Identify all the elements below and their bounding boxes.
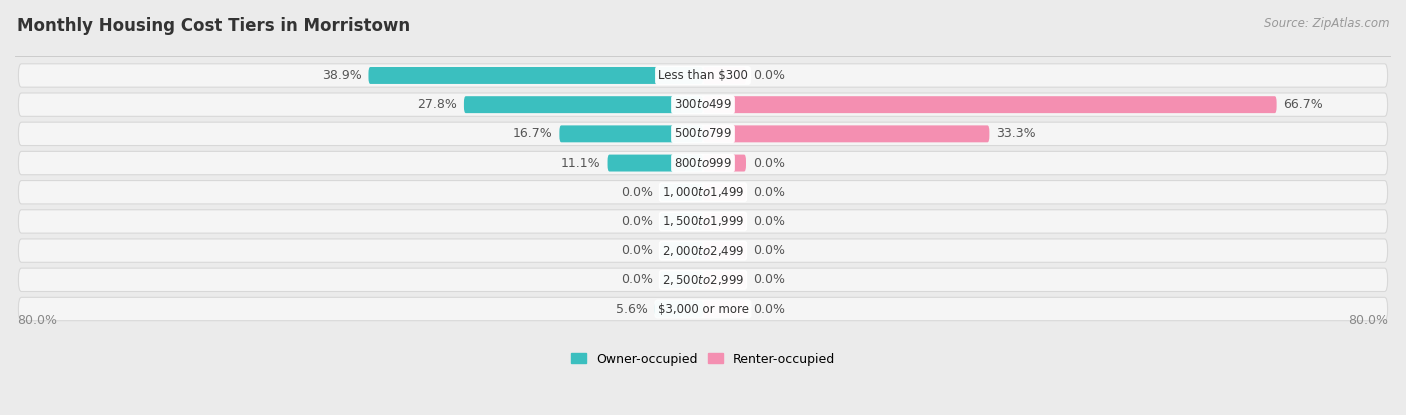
FancyBboxPatch shape bbox=[703, 125, 990, 142]
Text: $3,000 or more: $3,000 or more bbox=[658, 303, 748, 315]
Text: 0.0%: 0.0% bbox=[752, 215, 785, 228]
Text: 0.0%: 0.0% bbox=[621, 186, 654, 199]
Text: 27.8%: 27.8% bbox=[418, 98, 457, 111]
FancyBboxPatch shape bbox=[18, 122, 1388, 146]
Text: 0.0%: 0.0% bbox=[752, 303, 785, 315]
FancyBboxPatch shape bbox=[703, 184, 747, 201]
Text: 5.6%: 5.6% bbox=[616, 303, 648, 315]
FancyBboxPatch shape bbox=[18, 93, 1388, 116]
Text: $1,000 to $1,499: $1,000 to $1,499 bbox=[662, 185, 744, 199]
Text: 0.0%: 0.0% bbox=[621, 215, 654, 228]
Text: Less than $300: Less than $300 bbox=[658, 69, 748, 82]
Text: Monthly Housing Cost Tiers in Morristown: Monthly Housing Cost Tiers in Morristown bbox=[17, 17, 411, 34]
FancyBboxPatch shape bbox=[659, 213, 703, 230]
FancyBboxPatch shape bbox=[464, 96, 703, 113]
Text: $2,000 to $2,499: $2,000 to $2,499 bbox=[662, 244, 744, 258]
FancyBboxPatch shape bbox=[703, 213, 747, 230]
Text: 0.0%: 0.0% bbox=[621, 273, 654, 286]
Text: 80.0%: 80.0% bbox=[1348, 314, 1388, 327]
Text: 11.1%: 11.1% bbox=[561, 156, 600, 170]
Text: $800 to $999: $800 to $999 bbox=[673, 156, 733, 170]
FancyBboxPatch shape bbox=[18, 297, 1388, 321]
Text: $2,500 to $2,999: $2,500 to $2,999 bbox=[662, 273, 744, 287]
Text: $1,500 to $1,999: $1,500 to $1,999 bbox=[662, 215, 744, 228]
Text: 66.7%: 66.7% bbox=[1284, 98, 1323, 111]
FancyBboxPatch shape bbox=[655, 300, 703, 317]
FancyBboxPatch shape bbox=[18, 151, 1388, 175]
Text: 0.0%: 0.0% bbox=[621, 244, 654, 257]
FancyBboxPatch shape bbox=[703, 271, 747, 288]
FancyBboxPatch shape bbox=[18, 64, 1388, 87]
FancyBboxPatch shape bbox=[703, 67, 747, 84]
Text: 16.7%: 16.7% bbox=[513, 127, 553, 140]
Text: 33.3%: 33.3% bbox=[997, 127, 1036, 140]
Text: 0.0%: 0.0% bbox=[752, 186, 785, 199]
Text: 38.9%: 38.9% bbox=[322, 69, 361, 82]
FancyBboxPatch shape bbox=[18, 210, 1388, 233]
Text: $300 to $499: $300 to $499 bbox=[673, 98, 733, 111]
FancyBboxPatch shape bbox=[18, 268, 1388, 291]
Text: 0.0%: 0.0% bbox=[752, 244, 785, 257]
FancyBboxPatch shape bbox=[659, 242, 703, 259]
FancyBboxPatch shape bbox=[659, 271, 703, 288]
FancyBboxPatch shape bbox=[703, 242, 747, 259]
FancyBboxPatch shape bbox=[607, 154, 703, 171]
FancyBboxPatch shape bbox=[659, 184, 703, 201]
FancyBboxPatch shape bbox=[703, 300, 747, 317]
Text: 0.0%: 0.0% bbox=[752, 156, 785, 170]
Text: Source: ZipAtlas.com: Source: ZipAtlas.com bbox=[1264, 17, 1389, 29]
FancyBboxPatch shape bbox=[18, 239, 1388, 262]
Text: 0.0%: 0.0% bbox=[752, 69, 785, 82]
Legend: Owner-occupied, Renter-occupied: Owner-occupied, Renter-occupied bbox=[567, 348, 839, 371]
FancyBboxPatch shape bbox=[18, 181, 1388, 204]
Text: $500 to $799: $500 to $799 bbox=[673, 127, 733, 140]
FancyBboxPatch shape bbox=[703, 96, 1277, 113]
FancyBboxPatch shape bbox=[560, 125, 703, 142]
Text: 0.0%: 0.0% bbox=[752, 273, 785, 286]
FancyBboxPatch shape bbox=[368, 67, 703, 84]
Text: 80.0%: 80.0% bbox=[18, 314, 58, 327]
FancyBboxPatch shape bbox=[703, 154, 747, 171]
